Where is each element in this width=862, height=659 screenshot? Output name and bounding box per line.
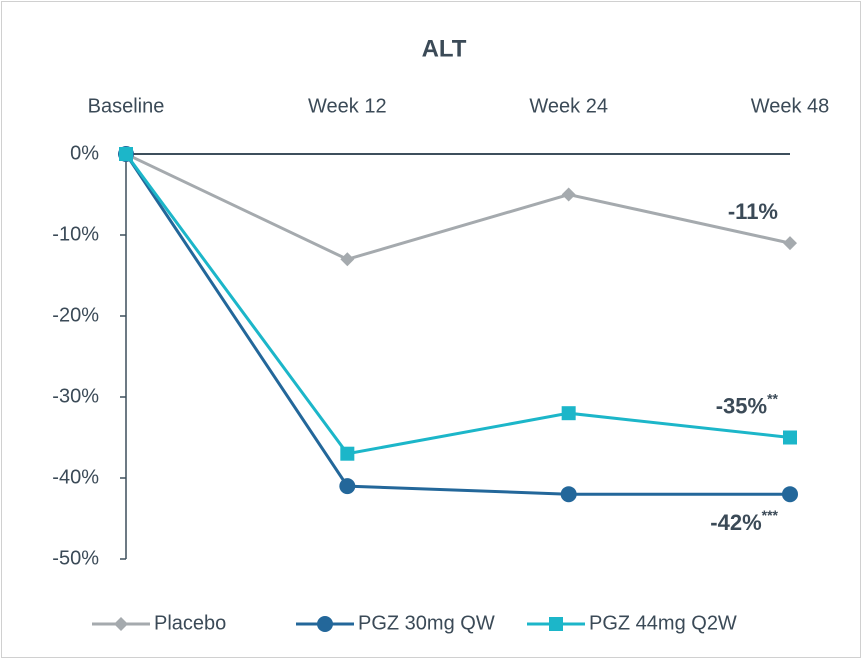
y-tick-label: 0% (70, 142, 99, 164)
marker (340, 446, 355, 461)
y-tick-label: -10% (52, 223, 99, 245)
chart-title: ALT (422, 35, 467, 62)
series-line (125, 152, 791, 261)
legend-label: PGZ 44mg Q2W (589, 612, 737, 634)
data-label: -42%*** (710, 507, 778, 535)
marker (782, 486, 798, 503)
y-tick-label: -30% (52, 385, 99, 407)
marker (783, 236, 797, 251)
data-label-text: -42% (710, 510, 761, 535)
x-tick-label: Week 12 (308, 95, 387, 117)
y-tick-label: -20% (52, 304, 99, 326)
marker (114, 617, 128, 631)
marker (119, 147, 133, 161)
data-label-mark: ** (767, 390, 778, 406)
series-line (124, 153, 790, 496)
marker (561, 187, 576, 202)
data-label: -35%** (716, 390, 779, 418)
marker (317, 616, 333, 632)
data-label-text: -11% (728, 199, 778, 224)
x-tick-label: Week 48 (751, 95, 830, 117)
y-tick-label: -40% (52, 466, 99, 488)
x-tick-label: Week 24 (529, 95, 608, 117)
legend-label: PGZ 30mg QW (358, 612, 495, 634)
marker (339, 478, 356, 495)
data-label-text: -35% (716, 393, 767, 418)
y-tick-label: -50% (52, 547, 99, 569)
x-tick-label: Baseline (88, 95, 165, 117)
series-line (124, 153, 791, 456)
data-label-mark: *** (762, 507, 779, 523)
marker (340, 252, 355, 267)
marker (783, 430, 797, 445)
marker (549, 617, 563, 631)
data-label: -11% (728, 199, 778, 224)
marker (561, 406, 576, 421)
legend-label: Placebo (154, 612, 226, 634)
marker (560, 486, 577, 503)
